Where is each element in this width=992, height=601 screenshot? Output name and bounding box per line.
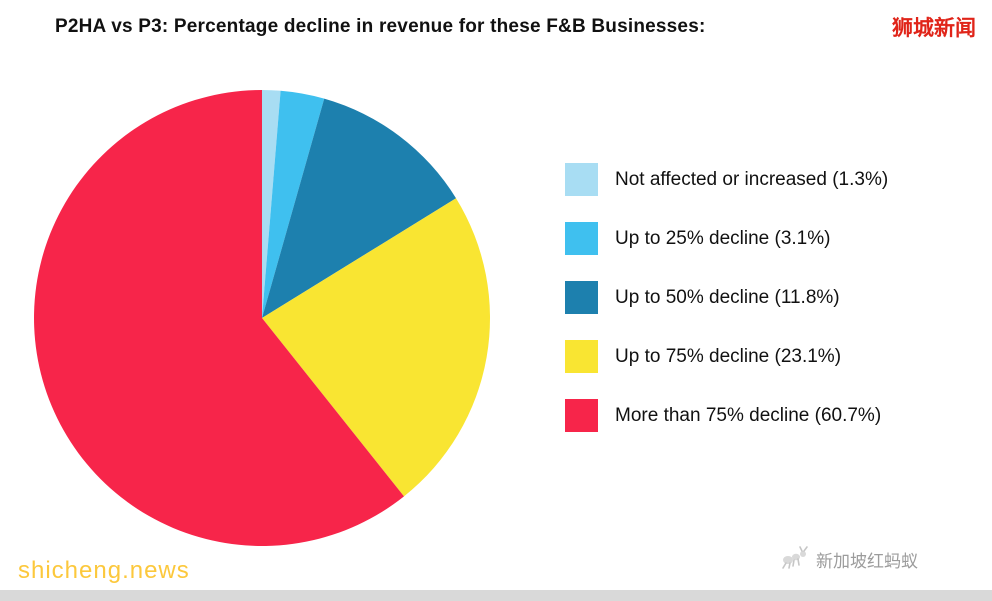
legend-item: More than 75% decline (60.7%) <box>565 399 888 432</box>
pie-chart <box>32 88 492 548</box>
pie-slice-1 <box>262 90 325 318</box>
legend-swatch <box>565 163 598 196</box>
chart-title: P2HA vs P3: Percentage decline in revenu… <box>55 16 706 37</box>
pie-slice-2 <box>262 98 457 318</box>
legend-label: Up to 50% decline (11.8%) <box>615 286 840 308</box>
legend-swatch <box>565 222 598 255</box>
pie-slice-4 <box>34 90 404 546</box>
legend-item: Up to 50% decline (11.8%) <box>565 281 888 314</box>
legend-item: Up to 25% decline (3.1%) <box>565 222 888 255</box>
watermark-bottom-left: shicheng.news <box>18 557 190 584</box>
legend: Not affected or increased (1.3%) Up to 25… <box>565 163 888 432</box>
legend-swatch <box>565 399 598 432</box>
legend-label: More than 75% decline (60.7%) <box>615 404 882 426</box>
legend-label: Up to 75% decline (23.1%) <box>615 345 842 367</box>
legend-item: Not affected or increased (1.3%) <box>565 163 888 196</box>
pie-slice-3 <box>262 198 491 497</box>
watermark-bottom-right: 新加坡红蚂蚁 <box>780 544 918 575</box>
watermark-top-right: 狮城新闻 <box>892 17 976 40</box>
watermark-bottom-right-label: 新加坡红蚂蚁 <box>816 552 918 571</box>
bottom-strip <box>0 590 992 601</box>
legend-label: Not affected or increased (1.3%) <box>615 168 889 190</box>
legend-swatch <box>565 340 598 373</box>
legend-item: Up to 75% decline (23.1%) <box>565 340 888 373</box>
legend-label: Up to 25% decline (3.1%) <box>615 227 831 249</box>
legend-swatch <box>565 281 598 314</box>
pie-svg <box>34 90 491 546</box>
ant-logo-icon <box>780 544 810 575</box>
pie-slice-0 <box>262 90 281 318</box>
